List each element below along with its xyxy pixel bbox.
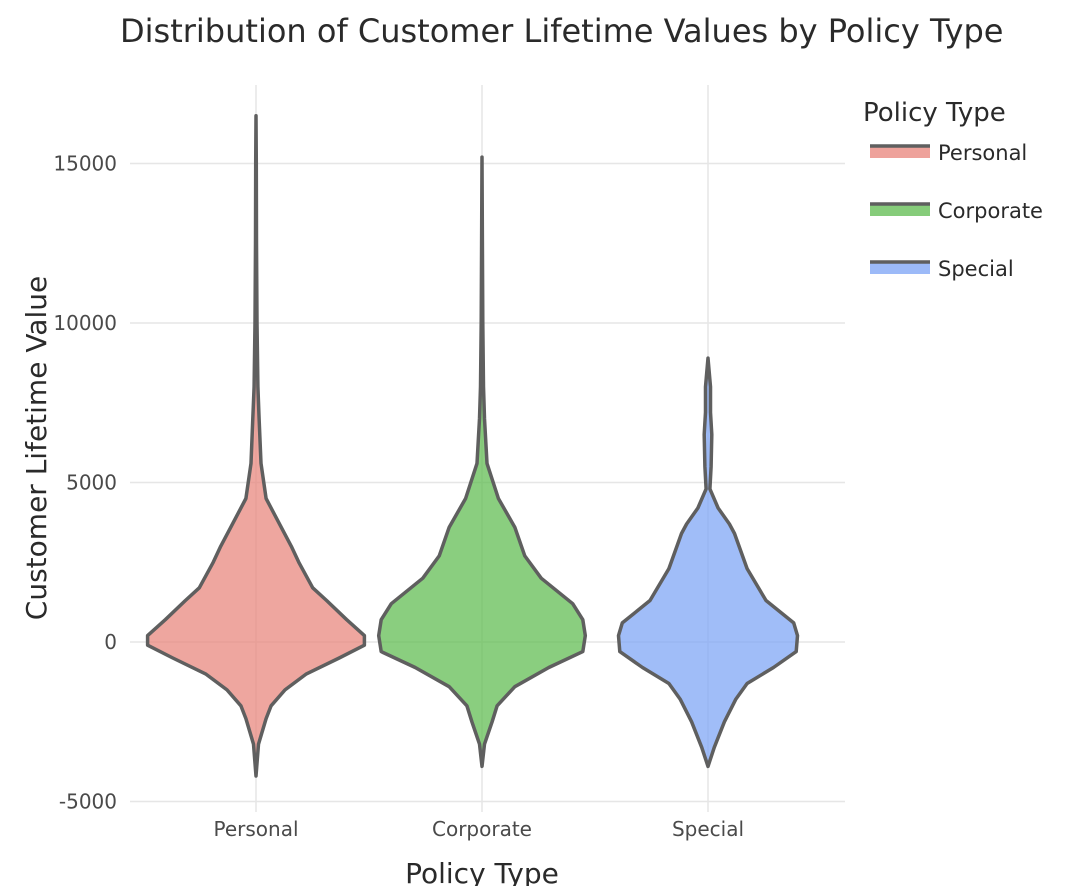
chart-title: Distribution of Customer Lifetime Values… [120,12,1003,50]
y-axis-title: Customer Lifetime Value [20,276,53,620]
legend: Policy Type Personal Corporate Special [863,98,1043,281]
x-tick-label: Personal [213,817,298,841]
x-tick-labels: Personal Corporate Special [213,817,744,841]
violins-layer [145,113,800,778]
x-tick-label: Special [672,817,744,841]
legend-label: Corporate [938,199,1043,223]
legend-label: Special [938,257,1014,281]
legend-title: Policy Type [863,98,1006,128]
y-tick-label: 5000 [66,471,117,495]
y-tick-label: 0 [104,630,117,654]
violin-corporate [376,155,588,769]
x-axis-title: Policy Type [405,857,559,886]
legend-swatch [870,146,930,158]
violin-special [616,356,800,769]
violin-personal [145,113,367,778]
legend-swatch [870,204,930,216]
legend-label: Personal [938,141,1027,165]
y-tick-label: 10000 [53,311,117,335]
y-tick-label: 15000 [53,152,117,176]
legend-swatch [870,262,930,274]
y-tick-label: -5000 [59,790,117,814]
y-tick-labels: -5000 0 5000 10000 15000 [53,152,117,814]
x-tick-label: Corporate [432,817,532,841]
